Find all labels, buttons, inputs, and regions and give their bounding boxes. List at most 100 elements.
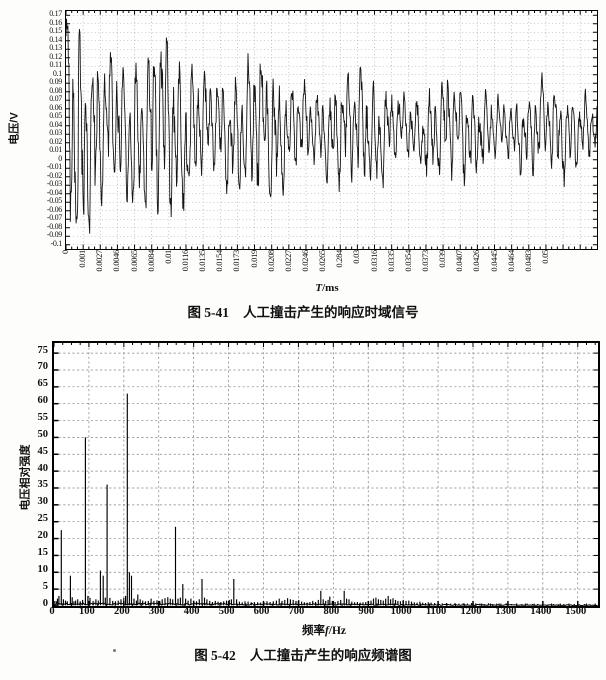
fig2-x-tick-label: 1500 [565, 606, 587, 617]
fig2-x-tick-label: 1200 [460, 606, 482, 617]
fig2-y-tick-label: 25 [37, 513, 49, 525]
fig2-y-tick-label: 55 [37, 412, 49, 424]
time-domain-plot-frame [65, 10, 598, 250]
fig1-y-axis-title: 电压/V [8, 112, 21, 145]
fig1-x-tick-label-text: 0.0483 [522, 250, 533, 272]
fig1-x-tick-label-text: 0 [60, 250, 70, 254]
fig1-y-tick-label: -0.08 [46, 221, 62, 231]
fig1-y-tick-label: 0.13 [49, 43, 62, 53]
fig1-y-tick-label: -0.06 [46, 204, 62, 214]
fig2-x-tick-label: 1400 [530, 606, 552, 617]
fig1-y-tick-label: 0.14 [49, 34, 62, 44]
fig1-x-tick-label-text: 0.0464 [505, 250, 516, 272]
fig2-x-tick-label: 1000 [390, 606, 412, 617]
fig1-x-tick-label-text: 0.0373 [419, 250, 430, 272]
fig1-y-tick-label: -0.01 [46, 162, 62, 172]
fig2-x-tick-label: 700 [288, 606, 305, 617]
fig2-y-tick-label: 45 [37, 445, 49, 457]
fig1-y-tick-label: 0.01 [49, 145, 62, 155]
fig1-x-tick-label-text: 0.0027 [94, 250, 105, 272]
fig2-x-axis-variable: f [324, 625, 329, 637]
fig1-x-tick-label-text: 0.0426 [471, 250, 482, 272]
fig1-y-tick-label: -0.04 [46, 187, 62, 197]
fig1-x-tick-label-text: 0.0135 [197, 250, 208, 272]
fig2-y-tick-label: 50 [37, 428, 49, 440]
fig2-y-tick-label: 60 [37, 395, 49, 407]
fig1-y-tick-label: 0 [58, 153, 62, 163]
fig1-x-axis-title: T/ms [272, 282, 382, 294]
fig1-y-tick-label: 0.04 [49, 119, 62, 129]
spectrum-plot-frame [52, 341, 600, 608]
fig1-x-tick-label-text: 0.0173 [231, 250, 242, 272]
fig2-x-axis-title: 频率f/Hz [254, 622, 394, 638]
fig1-y-tick-label: -0.1 [50, 238, 63, 248]
fig1-y-tick-label: 0.15 [49, 26, 62, 36]
fig2-y-tick-label: 20 [37, 530, 49, 542]
fig2-x-tick-label: 0 [49, 606, 55, 617]
fig1-x-tick-label-text: 0.0065 [128, 250, 139, 272]
fig1-y-tick-label: 0.12 [49, 51, 62, 61]
fig1-y-tick-label: -0.09 [46, 230, 62, 240]
fig1-x-axis-variable: T [315, 282, 323, 294]
fig2-y-tick-label: 10 [37, 563, 49, 575]
fig1-x-tick-label-text: 0.039 [437, 250, 448, 268]
fig2-x-tick-label: 800 [323, 606, 340, 617]
fig1-x-tick-label-text: 0.0445 [488, 250, 499, 272]
fig2-y-tick-label: 5 [42, 580, 48, 592]
fig2-x-axis-prefix: 频率 [301, 625, 325, 637]
fig2-y-axis-title: 电压相对强度 [19, 444, 32, 511]
fig2-x-tick-label: 200 [113, 606, 130, 617]
fig1-y-tick-label: -0.03 [46, 179, 62, 189]
fig2-y-tick-label: 15 [37, 546, 49, 558]
fig2-y-tick-label: 0 [42, 597, 48, 609]
fig1-x-tick-label-text: 0.019 [248, 250, 259, 268]
fig1-y-tick-label: -0.02 [46, 170, 62, 180]
fig1-y-tick-label: 0.1 [52, 68, 62, 78]
time-domain-waveform-canvas [66, 11, 597, 249]
fig2-caption: 图 5-42 人工撞击产生的响应频谱图 [0, 644, 606, 664]
fig1-x-tick-label-text: 0.0046 [111, 250, 122, 272]
fig2-x-axis-unit: /Hz [328, 625, 347, 637]
fig1-y-tick-label: 0.06 [49, 102, 62, 112]
fig1-caption-number: 图 5-41 [187, 305, 230, 320]
fig1-x-tick-label-text: 0.0335 [385, 250, 396, 272]
fig1-y-tick-label: 0.17 [49, 9, 62, 19]
fig1-y-tick-label: 0.05 [49, 111, 62, 121]
fig2-x-tick-label: 1100 [425, 606, 447, 617]
fig1-x-tick-label-text: 0.0407 [454, 250, 465, 272]
fig2-x-tick-label: 900 [358, 606, 375, 617]
fig1-x-tick-label-text: 0.0354 [402, 250, 413, 272]
fig2-y-tick-label: 40 [37, 462, 49, 474]
fig1-y-tick-label: 0.09 [49, 77, 62, 87]
fig1-y-tick-label: 0.16 [49, 17, 62, 27]
fig1-y-tick-label: -0.07 [46, 213, 62, 223]
fig1-y-tick-label: -0.05 [46, 196, 62, 206]
fig1-y-tick-label: 0.02 [49, 136, 62, 146]
fig2-caption-number: 图 5-42 [194, 648, 236, 663]
fig1-caption-text: 人工撞击产生的响应时域信号 [243, 305, 419, 320]
fig2-y-tick-label: 35 [37, 479, 49, 491]
scan-speck [113, 649, 116, 652]
fig1-x-tick-label-text: 0.001 [77, 250, 88, 268]
fig2-x-tick-label: 500 [218, 606, 235, 617]
fig2-x-tick-label: 300 [148, 606, 165, 617]
fig1-y-tick-label: 0.07 [49, 94, 62, 104]
fig2-y-tick-label: 70 [37, 361, 49, 373]
fig2-x-tick-label: 400 [183, 606, 200, 617]
fig1-x-tick-label-text: 0.01 [162, 250, 173, 264]
fig2-y-tick-label: 65 [37, 378, 49, 390]
fig1-y-tick-label: 0.03 [49, 128, 62, 138]
fig2-y-tick-label: 75 [37, 344, 49, 356]
fig1-x-tick-label-text: 0.0154 [214, 250, 225, 272]
fig1-x-tick-label-text: 0.05 [539, 250, 550, 264]
fig2-x-tick-label: 600 [253, 606, 270, 617]
spectrum-canvas [54, 343, 598, 606]
fig2-x-tick-label: 100 [79, 606, 95, 617]
fig1-x-axis-unit: /ms [322, 282, 339, 294]
fig1-x-tick-label: 0.05 [540, 250, 580, 290]
fig1-y-tick-label: 0.11 [49, 60, 62, 70]
fig1-x-tick-label-text: 0.0084 [145, 250, 156, 272]
fig2-caption-text: 人工撞击产生的响应频谱图 [249, 648, 412, 663]
fig1-caption: 图 5-41 人工撞击产生的响应时域信号 [0, 301, 606, 321]
